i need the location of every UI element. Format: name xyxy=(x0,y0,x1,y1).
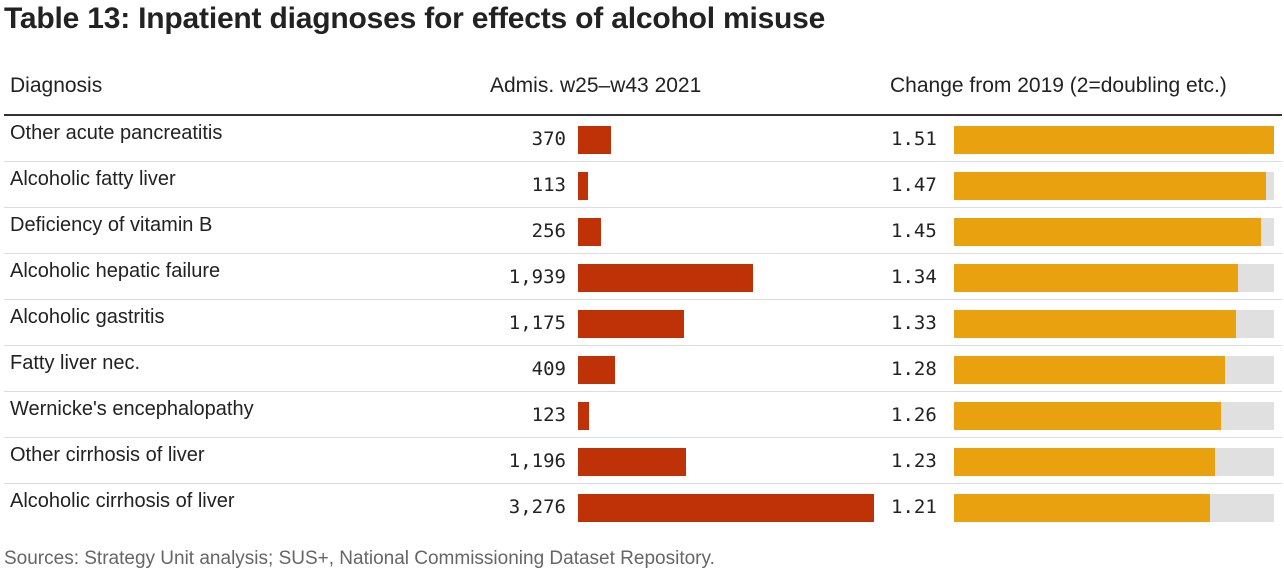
table-row: Wernicke's encephalopathy 123 1.26 xyxy=(4,392,1282,438)
change-bar-track xyxy=(954,356,1274,384)
change-bar-track xyxy=(954,172,1274,200)
change-bar xyxy=(954,356,1225,384)
change-bar xyxy=(954,448,1215,476)
column-header-diagnosis: Diagnosis xyxy=(10,74,103,97)
diagnosis-label: Alcoholic cirrhosis of liver xyxy=(10,490,235,512)
admissions-bar xyxy=(578,494,874,522)
diagnosis-label: Other cirrhosis of liver xyxy=(10,444,205,466)
change-bar-track xyxy=(954,218,1274,246)
column-header-admissions: Admis. w25–w43 2021 xyxy=(490,74,702,97)
change-value: 1.26 xyxy=(891,404,937,426)
change-bar-track xyxy=(954,448,1274,476)
change-bar-track xyxy=(954,494,1274,522)
diagnosis-label: Wernicke's encephalopathy xyxy=(10,398,254,420)
page-title: Table 13: Inpatient diagnoses for effect… xyxy=(4,2,826,35)
table-row: Deficiency of vitamin B 256 1.45 xyxy=(4,208,1282,254)
table-row: Alcoholic gastritis 1,175 1.33 xyxy=(4,300,1282,346)
change-value: 1.51 xyxy=(891,128,937,150)
source-note: Sources: Strategy Unit analysis; SUS+, N… xyxy=(4,548,715,569)
change-bar xyxy=(954,172,1266,200)
change-bar xyxy=(954,494,1210,522)
diagnosis-label: Deficiency of vitamin B xyxy=(10,214,213,236)
change-value: 1.28 xyxy=(891,358,937,380)
change-bar xyxy=(954,264,1238,292)
table-row: Alcoholic fatty liver 113 1.47 xyxy=(4,162,1282,208)
change-bar-track xyxy=(954,264,1274,292)
row-divider xyxy=(4,483,1282,484)
row-divider xyxy=(4,437,1282,438)
admissions-value: 113 xyxy=(531,174,566,196)
diagnosis-label: Fatty liver nec. xyxy=(10,352,141,374)
admissions-bar xyxy=(578,218,601,246)
change-bar xyxy=(954,126,1274,154)
table-row: Alcoholic cirrhosis of liver 3,276 1.21 xyxy=(4,484,1282,530)
admissions-bar xyxy=(578,402,589,430)
admissions-value: 123 xyxy=(531,404,566,426)
diagnosis-label: Alcoholic hepatic failure xyxy=(10,260,221,282)
row-divider xyxy=(4,253,1282,254)
diagnosis-label: Other acute pancreatitis xyxy=(10,122,223,144)
table-row: Fatty liver nec. 409 1.28 xyxy=(4,346,1282,392)
diagnosis-label: Alcoholic fatty liver xyxy=(10,168,176,190)
table-row: Other acute pancreatitis 370 1.51 xyxy=(4,116,1282,162)
change-value: 1.34 xyxy=(891,266,937,288)
admissions-bar xyxy=(578,356,615,384)
header-divider xyxy=(4,114,1282,116)
change-bar xyxy=(954,402,1221,430)
change-value: 1.23 xyxy=(891,450,937,472)
admissions-bar xyxy=(578,448,686,476)
change-value: 1.21 xyxy=(891,496,937,518)
admissions-value: 1,196 xyxy=(508,450,566,472)
change-bar xyxy=(954,310,1236,338)
table-row: Other cirrhosis of liver 1,196 1.23 xyxy=(4,438,1282,484)
change-bar-track xyxy=(954,402,1274,430)
admissions-bar xyxy=(578,310,684,338)
change-bar xyxy=(954,218,1261,246)
change-value: 1.33 xyxy=(891,312,937,334)
change-bar-track xyxy=(954,126,1274,154)
admissions-value: 1,939 xyxy=(508,266,566,288)
admissions-bar xyxy=(578,126,611,154)
admissions-value: 409 xyxy=(531,358,566,380)
admissions-bar xyxy=(578,172,588,200)
admissions-value: 256 xyxy=(531,220,566,242)
table-row: Alcoholic hepatic failure 1,939 1.34 xyxy=(4,254,1282,300)
admissions-bar xyxy=(578,264,753,292)
row-divider xyxy=(4,345,1282,346)
row-divider xyxy=(4,299,1282,300)
change-value: 1.47 xyxy=(891,174,937,196)
diagnosis-label: Alcoholic gastritis xyxy=(10,306,165,328)
change-value: 1.45 xyxy=(891,220,937,242)
row-divider xyxy=(4,207,1282,208)
admissions-value: 1,175 xyxy=(508,312,566,334)
row-divider xyxy=(4,391,1282,392)
change-bar-track xyxy=(954,310,1274,338)
row-divider xyxy=(4,161,1282,162)
admissions-value: 370 xyxy=(531,128,566,150)
admissions-value: 3,276 xyxy=(508,496,566,518)
column-header-change: Change from 2019 (2=doubling etc.) xyxy=(890,74,1227,97)
